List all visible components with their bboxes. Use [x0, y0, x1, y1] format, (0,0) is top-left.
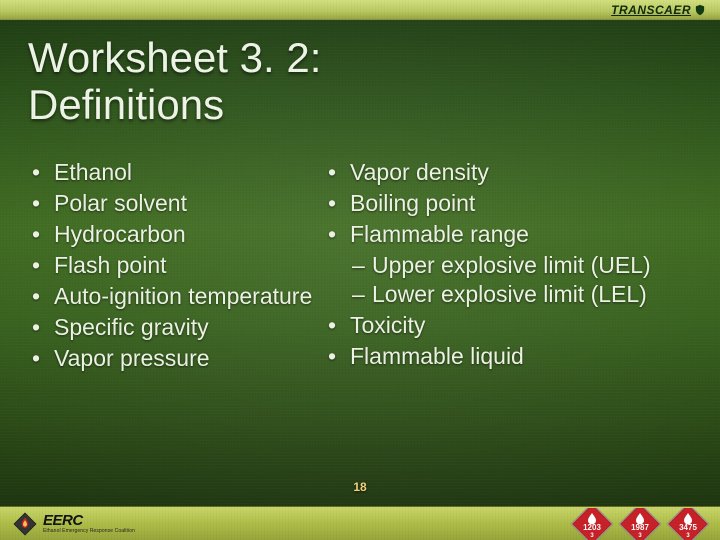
list-item-label: Hydrocarbon [54, 221, 186, 247]
list-item: Vapor density [324, 158, 694, 187]
svg-text:3475: 3475 [679, 523, 697, 532]
list-item: Boiling point [324, 189, 694, 218]
flame-diamond-badge-icon [12, 511, 38, 537]
content-columns: Ethanol Polar solvent Hydrocarbon Flash … [28, 158, 700, 375]
title-line-1: Worksheet 3. 2: [28, 34, 321, 81]
list-item-label: Toxicity [350, 312, 425, 338]
list-item: Specific gravity [28, 313, 316, 342]
shield-icon [694, 4, 706, 16]
list-item: Toxicity [324, 311, 694, 340]
sub-list-item-label: Upper explosive limit (UEL) [372, 252, 651, 278]
top-bar: TRANSCAER [0, 0, 720, 20]
placards: 1203 3 1987 3 [570, 508, 710, 540]
placard: 1987 3 [618, 508, 662, 540]
bottom-bar: EERC Ethanol Emergency Response Coalitio… [0, 506, 720, 540]
list-item: Ethanol [28, 158, 316, 187]
eerc-logo: EERC Ethanol Emergency Response Coalitio… [12, 511, 135, 537]
top-brand-text: TRANSCAER [611, 3, 691, 17]
list-item: Vapor pressure [28, 344, 316, 373]
list-item: Auto-ignition temperature [28, 282, 316, 311]
list-item-label: Polar solvent [54, 190, 187, 216]
left-column: Ethanol Polar solvent Hydrocarbon Flash … [28, 158, 316, 375]
right-list: Vapor density Boiling point Flammable ra… [324, 158, 694, 371]
sub-list: Upper explosive limit (UEL) Lower explos… [350, 251, 694, 309]
list-item: Polar solvent [28, 189, 316, 218]
page-number: 18 [0, 480, 720, 494]
page-title: Worksheet 3. 2: Definitions [28, 34, 692, 128]
top-brand: TRANSCAER [611, 3, 706, 17]
sub-list-item-label: Lower explosive limit (LEL) [372, 281, 647, 307]
list-item-label: Flammable liquid [350, 343, 524, 369]
svg-text:1203: 1203 [583, 523, 601, 532]
placard: 1203 3 [570, 508, 614, 540]
sub-list-item: Upper explosive limit (UEL) [350, 251, 694, 280]
eerc-sub: Ethanol Emergency Response Coalition [43, 529, 135, 534]
flame-placard-icon: 3475 3 [666, 508, 710, 540]
list-item-label: Boiling point [350, 190, 475, 216]
list-item-label: Vapor pressure [54, 345, 210, 371]
list-item: Flammable liquid [324, 342, 694, 371]
eerc-text: EERC Ethanol Emergency Response Coalitio… [43, 513, 135, 534]
left-list: Ethanol Polar solvent Hydrocarbon Flash … [28, 158, 316, 373]
slide: TRANSCAER Worksheet 3. 2: Definitions Et… [0, 0, 720, 540]
list-item: Flash point [28, 251, 316, 280]
list-item: Flammable range Upper explosive limit (U… [324, 220, 694, 309]
list-item-label: Ethanol [54, 159, 132, 185]
flame-placard-icon: 1203 3 [570, 508, 614, 540]
list-item-label: Flash point [54, 252, 167, 278]
list-item-label: Flammable range [350, 221, 529, 247]
list-item-label: Specific gravity [54, 314, 209, 340]
eerc-main: EERC [43, 513, 135, 528]
right-column: Vapor density Boiling point Flammable ra… [324, 158, 694, 375]
list-item: Hydrocarbon [28, 220, 316, 249]
title-line-2: Definitions [28, 81, 224, 128]
sub-list-item: Lower explosive limit (LEL) [350, 280, 694, 309]
list-item-label: Vapor density [350, 159, 489, 185]
flame-placard-icon: 1987 3 [618, 508, 662, 540]
placard: 3475 3 [666, 508, 710, 540]
list-item-label: Auto-ignition temperature [54, 283, 312, 309]
svg-text:1987: 1987 [631, 523, 649, 532]
